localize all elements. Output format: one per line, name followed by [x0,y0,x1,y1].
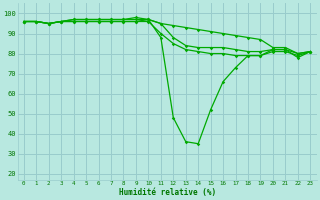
X-axis label: Humidité relative (%): Humidité relative (%) [118,188,216,197]
